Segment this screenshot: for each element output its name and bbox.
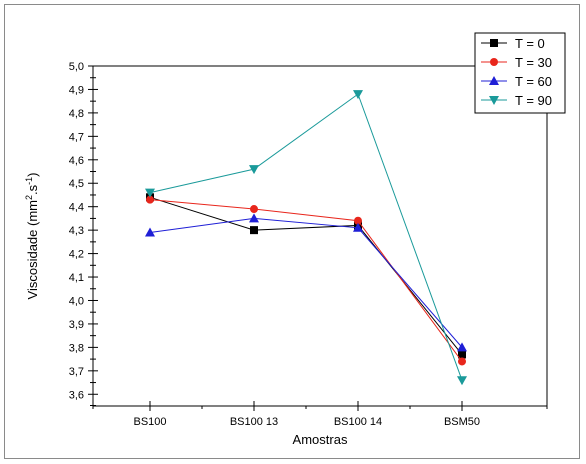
- legend-marker: [489, 76, 499, 85]
- legend-marker: [489, 96, 499, 105]
- legend-marker: [490, 58, 498, 66]
- series-2: [145, 213, 467, 352]
- y-axis-title: Viscosidade (mm2.s-1): [24, 173, 40, 300]
- x-axis: BS100 BS100 13 BS100 14 BSM50: [92, 401, 548, 428]
- series-1: [146, 195, 466, 366]
- series-line: [149, 196, 463, 355]
- data-point: [250, 205, 258, 214]
- y-tick-label: 4,2: [69, 249, 84, 261]
- y-tick-label: 4,8: [69, 108, 84, 120]
- x-tick-label: BS100 13: [230, 416, 278, 428]
- series-line: [149, 93, 463, 381]
- y-axis: 3,6 3,7 3,8 3,9 4,0 4,1 4,2 4,3 4,4 4,5 4,6 4,7 4,8 4…: [69, 61, 98, 406]
- y-tick-label: 3,9: [69, 319, 84, 331]
- y-tick-label: 4,6: [69, 155, 84, 167]
- series-0: [146, 193, 466, 359]
- series-layer: [145, 90, 467, 386]
- legend-label: T = 90: [515, 93, 552, 108]
- data-point: [353, 222, 363, 232]
- y-tick-label: 4,0: [69, 295, 84, 307]
- y-tick-label: 5,0: [69, 61, 84, 73]
- y-tick-label: 3,6: [69, 389, 84, 401]
- legend-label: T = 0: [515, 36, 545, 51]
- data-point: [458, 350, 466, 359]
- y-tick-label: 4,1: [69, 272, 84, 284]
- data-point: [457, 342, 467, 352]
- y-tick-label: 4,5: [69, 178, 84, 190]
- x-tick-label: BSM50: [444, 416, 480, 428]
- data-point: [145, 227, 155, 237]
- data-point: [249, 165, 259, 175]
- plot-area: [92, 65, 548, 407]
- legend: T = 0 T = 30 T = 60 T = 90: [474, 32, 566, 114]
- series-line: [149, 217, 463, 348]
- y-tick-label: 4,7: [69, 131, 84, 143]
- y-tick-label: 4,9: [69, 84, 84, 96]
- x-tick-label: BS100: [133, 416, 166, 428]
- legend-label: T = 30: [515, 55, 552, 70]
- data-point: [146, 195, 154, 204]
- legend-label: T = 60: [515, 74, 552, 89]
- data-point: [458, 357, 466, 366]
- y-tick-label: 4,4: [69, 202, 84, 214]
- data-point: [250, 226, 258, 235]
- legend-marker: [490, 39, 498, 47]
- series-line: [149, 199, 463, 362]
- data-point: [249, 213, 259, 223]
- x-tick-label: BS100 14: [334, 416, 382, 428]
- y-tick-label: 3,8: [69, 342, 84, 354]
- data-point: [145, 188, 155, 198]
- x-axis-title: Amostras: [293, 432, 348, 447]
- data-point: [457, 376, 467, 386]
- data-point: [354, 216, 362, 225]
- y-tick-label: 3,7: [69, 366, 84, 378]
- y-tick-label: 4,3: [69, 225, 84, 237]
- series-3: [145, 90, 467, 386]
- data-point: [353, 90, 363, 100]
